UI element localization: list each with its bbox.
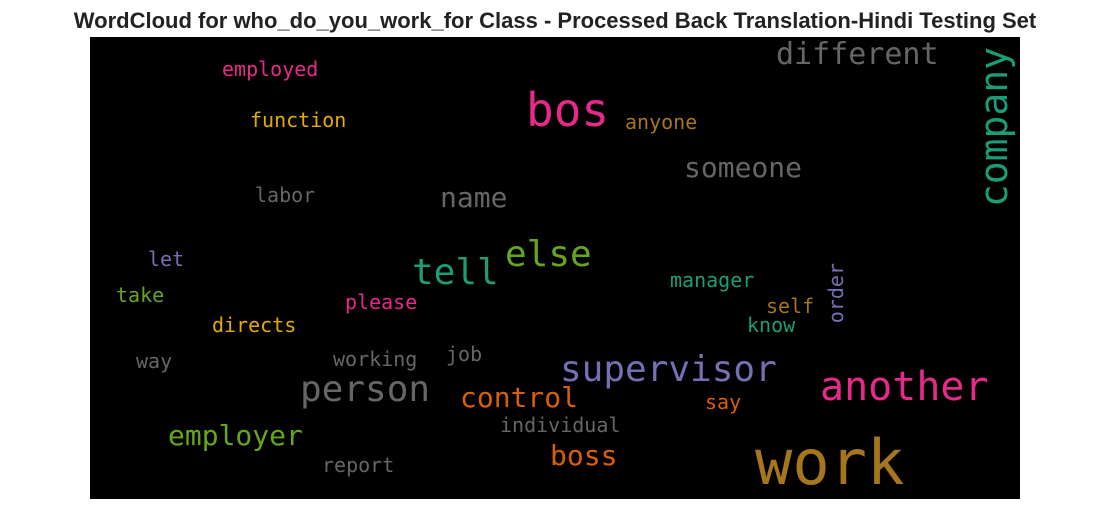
word-boss: boss [550,439,618,472]
word-let: let [148,247,185,271]
word-another: another [820,364,989,410]
word-say: say [705,390,742,414]
word-labor: labor [255,183,316,207]
word-different: different [776,37,939,72]
word-employer: employer [168,419,303,452]
word-name: name [440,181,508,214]
word-employed: employed [222,57,319,81]
word-someone: someone [684,151,803,184]
word-directs: directs [212,313,297,337]
word-manager: manager [670,268,755,292]
word-way: way [136,349,173,373]
word-job: job [446,342,483,366]
chart-title: WordCloud for who_do_you_work_for Class … [73,8,1037,33]
word-take: take [116,283,165,307]
word-report: report [322,453,395,477]
word-working: working [333,347,418,371]
word-work: work [755,426,905,499]
word-anyone: anyone [625,110,698,134]
word-person: person [300,369,431,410]
word-else: else [505,234,592,275]
wordcloud-canvas: work bos another company supervisor person tel… [90,37,1020,499]
word-function: function [250,108,347,132]
word-individual: individual [500,413,621,437]
word-tell: tell [412,252,499,293]
word-order: order [824,263,848,324]
word-please: please [345,290,418,314]
word-company: company [972,47,1016,208]
word-self: self [766,294,815,318]
word-control: control [460,381,579,414]
word-bos: bos [526,83,610,137]
word-know: know [747,313,796,337]
word-supervisor: supervisor [560,349,777,390]
